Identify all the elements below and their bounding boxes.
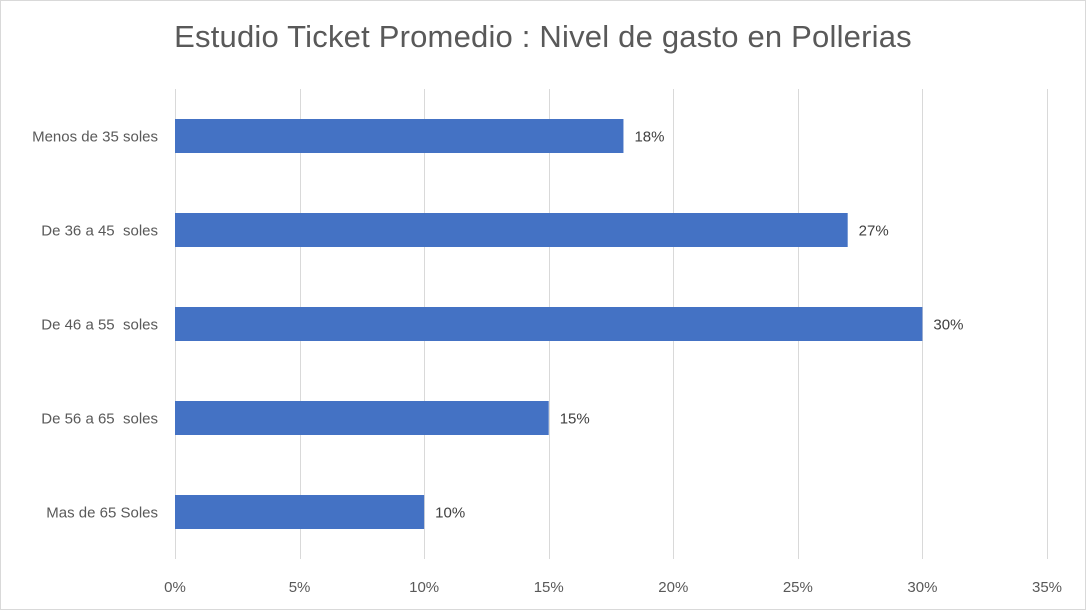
category-label: Mas de 65 Soles [46,505,158,522]
x-tick-label: 25% [783,579,813,596]
data-label: 10% [435,505,465,522]
x-tick-label: 10% [409,579,439,596]
bar [175,119,624,153]
x-tick-label: 20% [658,579,688,596]
bar [175,401,549,435]
data-labels: 18% 27% 30% 15% 10% [435,129,963,522]
bar [175,213,848,247]
category-label: Menos de 35 soles [32,129,158,146]
data-label: 30% [933,317,963,334]
x-tick-labels: 0% 5% 10% 15% 20% 25% 30% 35% [164,579,1062,596]
x-tick-label: 0% [164,579,186,596]
chart-title: Estudio Ticket Promedio : Nivel de gasto… [174,19,912,54]
category-labels: Menos de 35 soles De 36 a 45 soles De 46 a… [32,129,158,522]
bars [175,119,923,529]
x-tick-label: 5% [289,579,311,596]
bar [175,307,923,341]
x-tick-label: 15% [534,579,564,596]
category-label: De 46 a 55 soles [41,317,158,334]
category-label: De 36 a 45 soles [41,223,158,240]
category-label: De 56 a 65 soles [41,411,158,428]
data-label: 15% [560,411,590,428]
bar [175,495,425,529]
x-tick-label: 30% [907,579,937,596]
data-label: 27% [859,223,889,240]
data-label: 18% [634,129,664,146]
x-tick-label: 35% [1032,579,1062,596]
